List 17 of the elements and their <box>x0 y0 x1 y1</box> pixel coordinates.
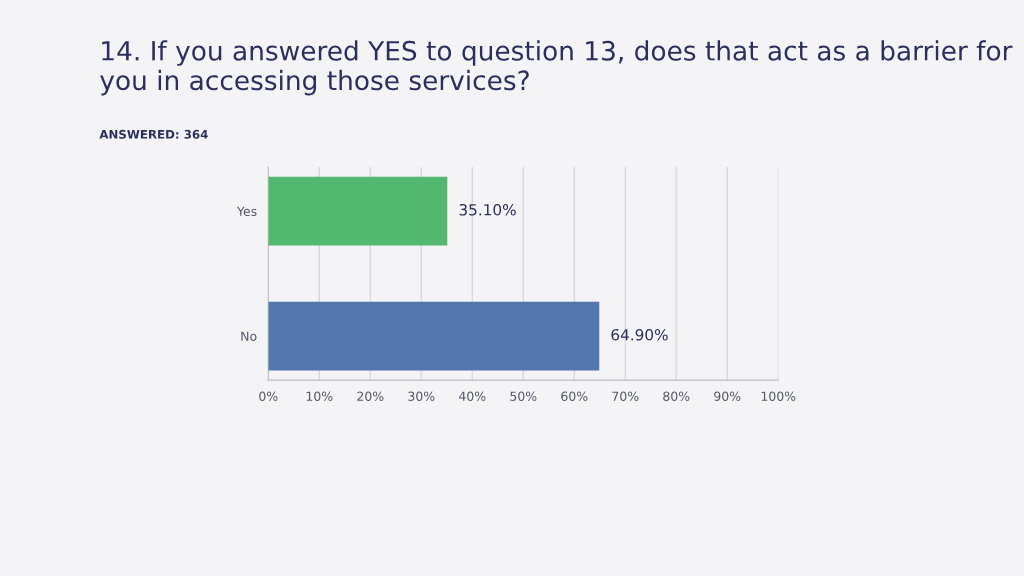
x-tick-label: 30% <box>408 391 435 401</box>
x-tick-label: 50% <box>510 391 537 401</box>
y-tick-label: No <box>241 331 257 342</box>
data-label: 64.90% <box>611 328 668 341</box>
x-tick-label: 80% <box>663 391 690 401</box>
x-tick-label: 90% <box>714 391 741 401</box>
x-tick-label: 0% <box>259 391 278 401</box>
text: ANSWERED: 364 <box>99 129 208 139</box>
chart-title: 14. If you answered YES to question 13, does that act as a barrier for you in accessing those services? <box>100 40 1013 96</box>
data-label: 35.10% <box>459 203 516 216</box>
x-tick-label: 70% <box>612 391 639 401</box>
x-tick-label: 20% <box>357 391 384 401</box>
x-tick-label: 40% <box>458 391 486 401</box>
x-tick-label: 10% <box>306 391 333 401</box>
x-tick-label: 100% <box>761 391 796 401</box>
y-tick-label: Yes <box>236 206 257 217</box>
x-tick-label: 60% <box>561 391 588 401</box>
